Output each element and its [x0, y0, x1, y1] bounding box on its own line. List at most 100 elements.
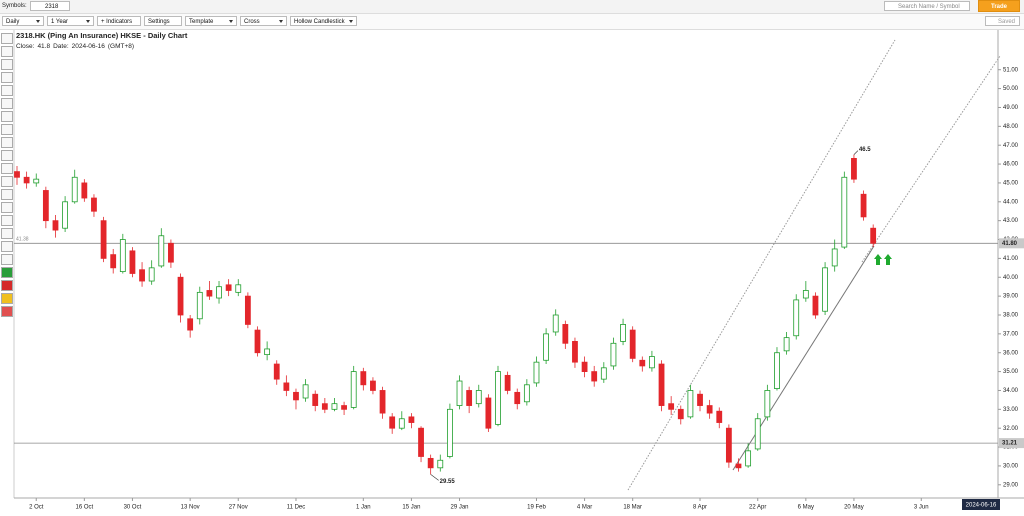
menu-dropdown[interactable]: + Indicators — [97, 16, 141, 26]
menu-dropdown[interactable]: 1 Year — [47, 16, 94, 26]
candle-body — [42, 190, 49, 222]
x-tick-label: 3 Jun — [914, 505, 929, 511]
x-tick-label: 8 Apr — [693, 505, 707, 511]
candle-body — [312, 393, 319, 406]
candle-body — [543, 333, 549, 361]
candle-body — [774, 352, 780, 389]
y-tick-label: 44.00 — [1003, 199, 1019, 205]
high-label: 46.5 — [859, 147, 871, 153]
menu-dropdown[interactable]: Template — [185, 16, 237, 26]
trade-button[interactable]: Trade — [978, 0, 1020, 12]
subtitle-part: Close: — [16, 43, 35, 50]
subtitle-part: 2024-06-16 — [72, 43, 106, 50]
candle-body — [254, 329, 261, 354]
candle-body — [552, 314, 559, 333]
tool[interactable] — [1, 280, 13, 291]
tool[interactable] — [1, 267, 13, 278]
candle-body — [225, 284, 232, 291]
tool[interactable] — [1, 72, 13, 83]
saved-button[interactable]: Saved — [985, 16, 1020, 26]
menu-dropdown[interactable]: Settings — [144, 16, 182, 26]
candle-body — [783, 337, 790, 352]
candle-body — [687, 390, 694, 418]
tool[interactable] — [1, 228, 13, 239]
candle-body — [427, 457, 434, 469]
candle-body — [658, 363, 665, 406]
tool[interactable] — [1, 137, 13, 148]
candle-body — [71, 176, 78, 203]
x-tick-label: 27 Nov — [229, 505, 248, 511]
candle-body — [610, 342, 617, 367]
tool[interactable] — [1, 215, 13, 226]
candle-body — [81, 182, 88, 199]
y-tick-label: 37.00 — [1003, 331, 1019, 337]
tool[interactable] — [1, 293, 13, 304]
candle-body — [802, 290, 809, 299]
tool[interactable] — [1, 46, 13, 57]
candle-body — [341, 405, 347, 410]
candle-body — [572, 341, 578, 363]
candle-body — [196, 291, 203, 320]
candle-body — [523, 384, 530, 403]
tool[interactable] — [1, 111, 13, 122]
tool[interactable] — [1, 33, 13, 44]
candle-body — [408, 416, 415, 423]
x-tick-label: 6 May — [798, 505, 814, 511]
y-tick-label: 33.00 — [1003, 407, 1019, 413]
candle-body — [822, 267, 828, 312]
candle-body — [235, 284, 242, 293]
candle-body — [23, 176, 30, 184]
candle-body — [350, 371, 357, 408]
price-label-box — [999, 238, 1024, 249]
tool[interactable] — [1, 176, 13, 187]
y-tick-label: 47.00 — [1003, 143, 1019, 149]
candle-body — [668, 403, 675, 410]
candle-body — [418, 427, 424, 457]
candle-body — [581, 361, 588, 372]
x-tick-label: 18 Mar — [623, 505, 642, 511]
y-tick-label: 49.00 — [1003, 105, 1019, 111]
candle-body — [360, 371, 367, 386]
candle-body — [446, 408, 453, 457]
candle-body — [437, 459, 444, 469]
tool[interactable] — [1, 85, 13, 96]
low-pointer — [430, 474, 439, 481]
candle-body — [379, 390, 386, 414]
tool[interactable] — [1, 306, 13, 317]
menu-dropdown[interactable]: Daily — [2, 16, 44, 26]
search-input[interactable]: Search Name / Symbol — [884, 1, 970, 11]
x-tick-label: 19 Feb — [527, 505, 546, 511]
tool[interactable] — [1, 150, 13, 161]
price-label: 31.21 — [1002, 441, 1018, 447]
candle-body — [321, 403, 328, 410]
tool[interactable] — [1, 254, 13, 265]
menu-dropdown[interactable]: Cross — [240, 16, 287, 26]
subtitle-part: Date: — [53, 43, 69, 50]
y-tick-label: 51.00 — [1003, 67, 1019, 73]
tool[interactable] — [1, 189, 13, 200]
candle-body — [716, 410, 723, 423]
y-tick-label: 34.00 — [1003, 388, 1019, 394]
tool[interactable] — [1, 124, 13, 135]
candle-body — [398, 418, 405, 429]
candle-body — [139, 269, 145, 282]
tool[interactable] — [1, 59, 13, 70]
candle-body — [870, 227, 877, 244]
drawing-tools — [1, 33, 13, 319]
high-pointer — [853, 150, 859, 155]
candle-body — [706, 405, 713, 414]
subtitle-part: (GMT+8) — [108, 43, 134, 50]
candle-body — [264, 348, 271, 356]
symbol-input[interactable]: 2318 — [30, 1, 70, 11]
tool[interactable] — [1, 241, 13, 252]
candle-body — [293, 391, 299, 401]
channel-lower — [732, 245, 875, 471]
y-tick-label: 41.00 — [1003, 256, 1019, 262]
tool[interactable] — [1, 163, 13, 174]
candle-body — [62, 201, 68, 229]
tool[interactable] — [1, 98, 13, 109]
menu-dropdown[interactable]: Hollow Candlestick — [290, 16, 357, 26]
tool[interactable] — [1, 202, 13, 213]
